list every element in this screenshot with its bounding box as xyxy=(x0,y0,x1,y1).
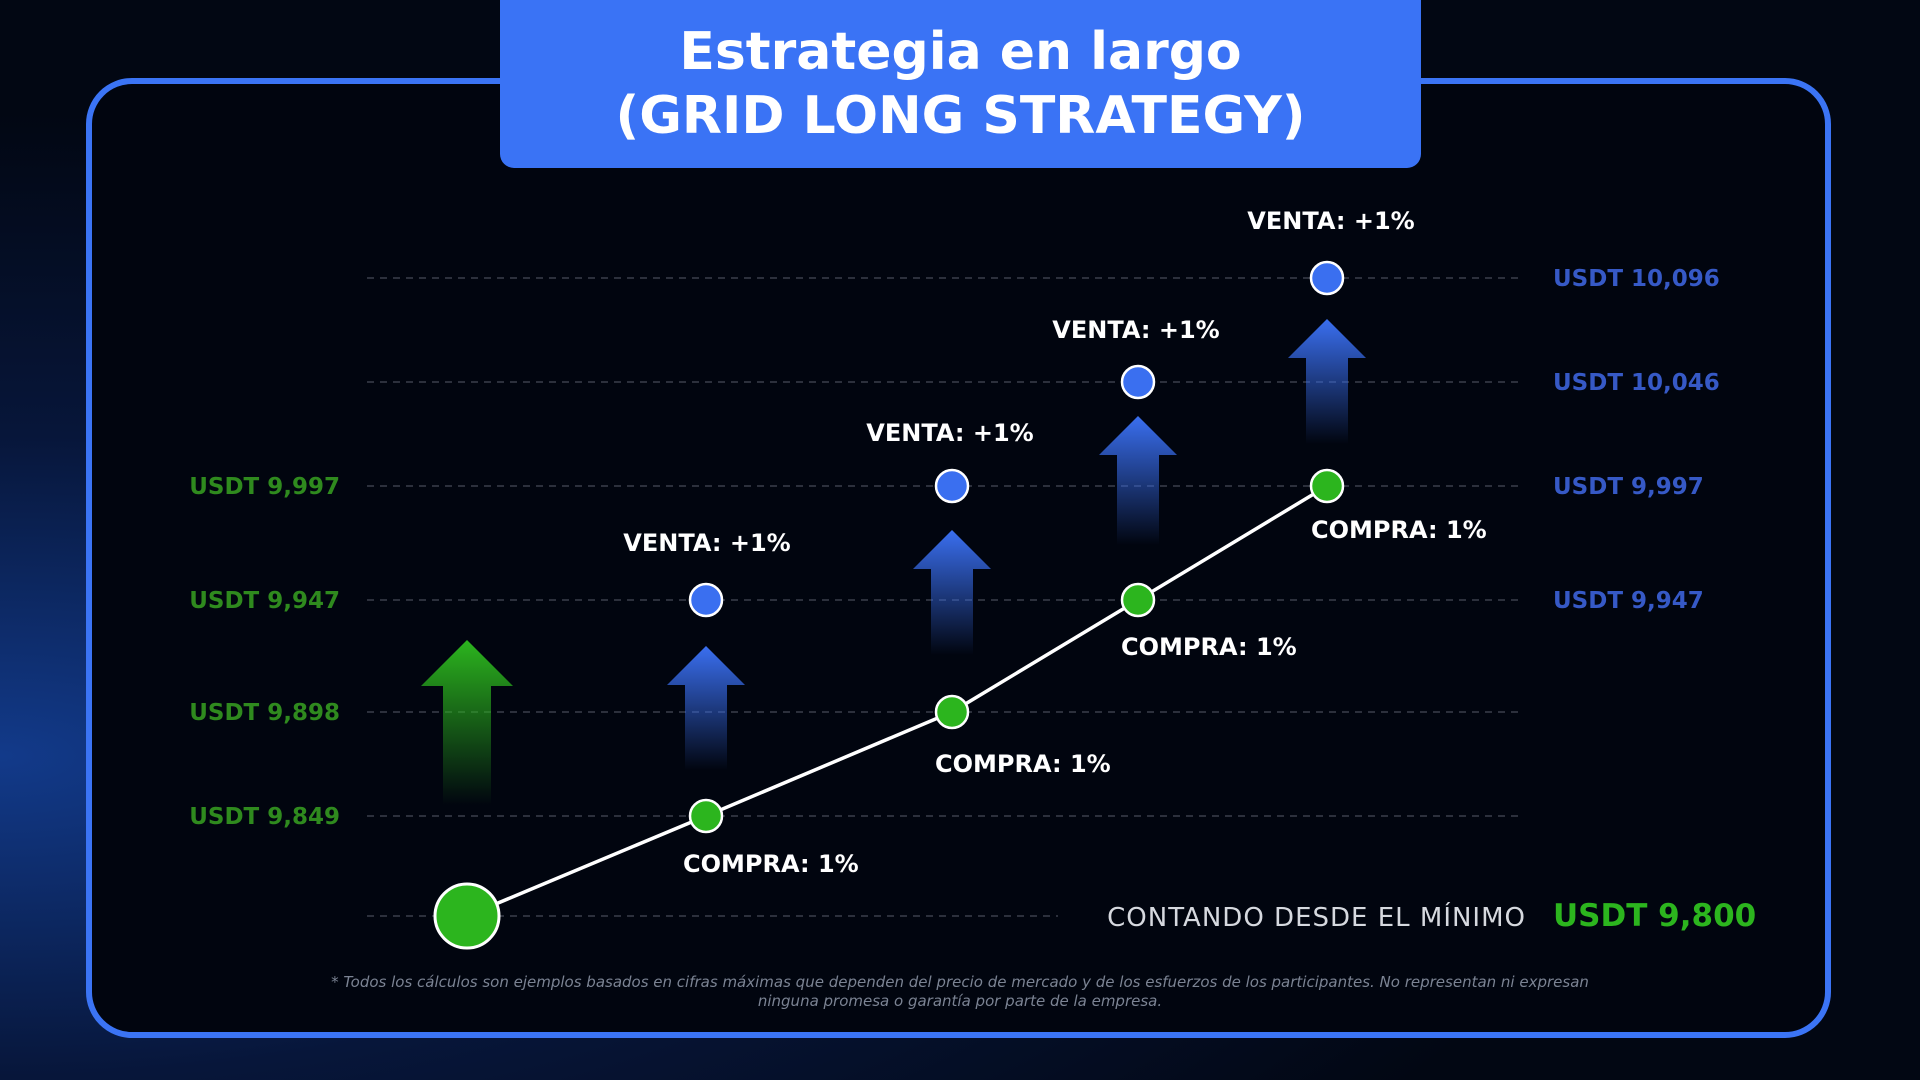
sell-point xyxy=(934,468,970,504)
disclaimer-line-2: ninguna promesa o garantía por parte de … xyxy=(757,992,1163,1010)
right-level-label: USDT 10,096 xyxy=(1553,266,1720,292)
disclaimer-line-1: * Todos los cálculos son ejemplos basado… xyxy=(331,973,1589,991)
buy-point xyxy=(688,798,724,834)
disclaimer: * Todos los cálculos son ejemplos basado… xyxy=(300,973,1620,1011)
title-line-2: (GRID LONG STRATEGY) xyxy=(615,86,1306,146)
buy-label: COMPRA: 1% xyxy=(683,850,859,878)
sell-point xyxy=(1120,364,1156,400)
right-level-label: USDT 10,046 xyxy=(1553,370,1720,396)
start-point xyxy=(433,882,501,950)
buy-point xyxy=(1120,582,1156,618)
buy-label: COMPRA: 1% xyxy=(1121,633,1297,661)
sell-label: VENTA: +1% xyxy=(1247,207,1414,235)
sell-point xyxy=(1309,260,1345,296)
start-label: CONTANDO DESDE EL MÍNIMO xyxy=(1107,901,1526,933)
left-level-label: USDT 9,898 xyxy=(189,700,340,726)
buy-label: COMPRA: 1% xyxy=(1311,516,1487,544)
up-arrow xyxy=(667,646,745,770)
sell-label: VENTA: +1% xyxy=(623,529,790,557)
buy-point xyxy=(934,694,970,730)
sell-label: VENTA: +1% xyxy=(866,419,1033,447)
left-level-label: USDT 9,997 xyxy=(189,474,340,500)
right-level-label: USDT 9,997 xyxy=(1553,474,1704,500)
sell-label: VENTA: +1% xyxy=(1052,316,1219,344)
left-level-label: USDT 9,849 xyxy=(189,804,340,830)
up-arrow xyxy=(1099,416,1177,545)
start-up-arrow xyxy=(421,640,513,805)
title-banner: Estrategia en largo (GRID LONG STRATEGY) xyxy=(500,0,1421,168)
title-line-1: Estrategia en largo xyxy=(679,22,1242,82)
buy-label: COMPRA: 1% xyxy=(935,750,1111,778)
start-price: USDT 9,800 xyxy=(1553,898,1756,934)
left-level-label: USDT 9,947 xyxy=(189,588,340,614)
buy-point xyxy=(1309,468,1345,504)
up-arrow xyxy=(1288,319,1366,444)
sell-point xyxy=(688,582,724,618)
right-level-label: USDT 9,947 xyxy=(1553,588,1704,614)
up-arrow xyxy=(913,530,991,655)
price-line xyxy=(466,484,1328,918)
